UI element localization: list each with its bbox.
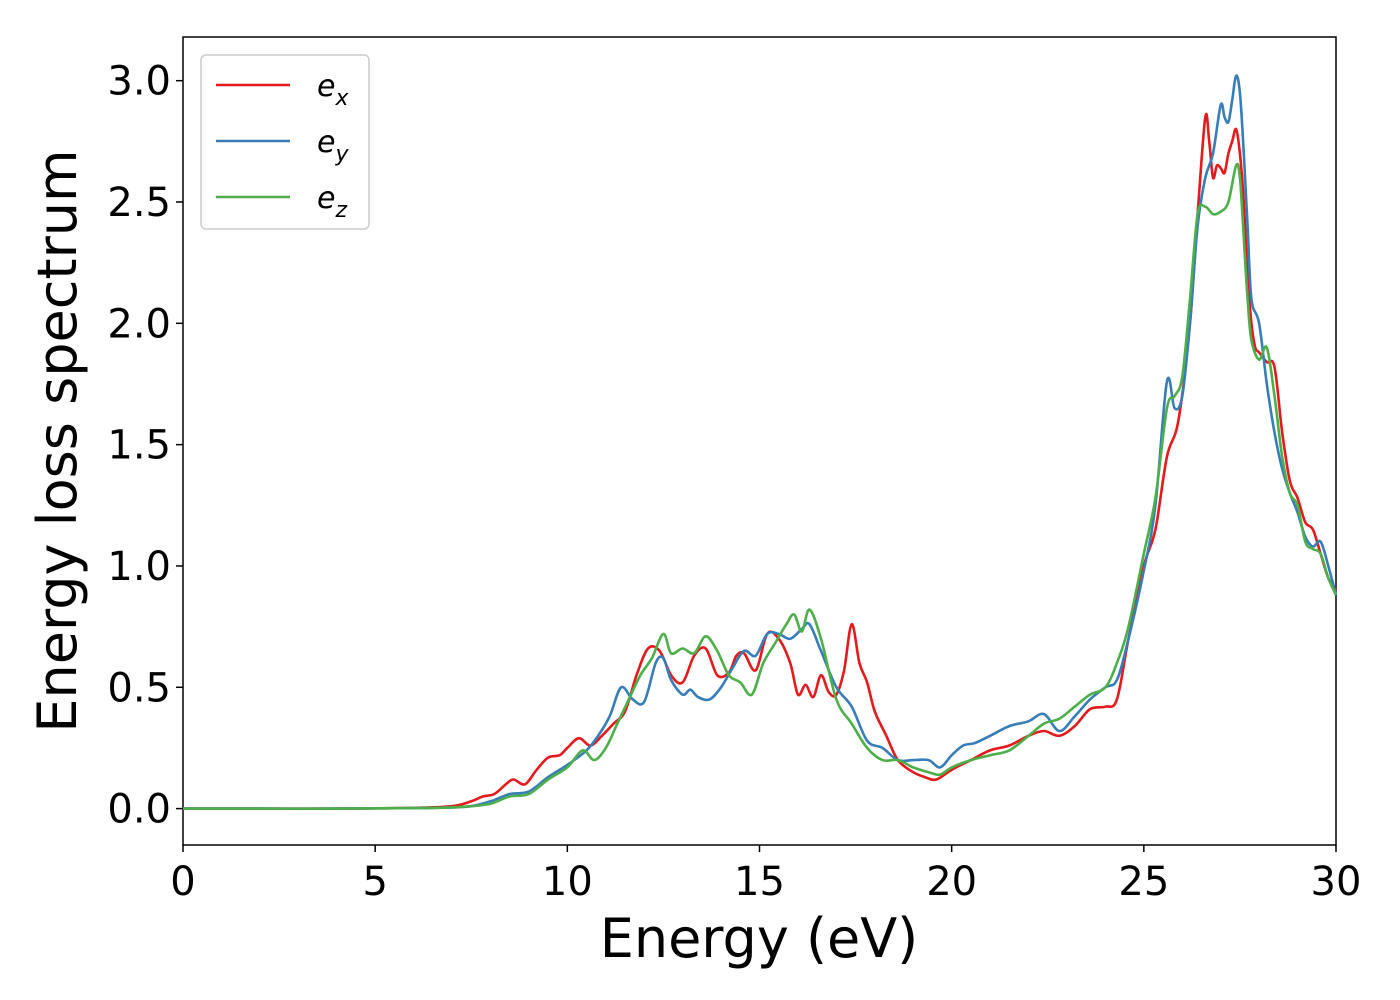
series-layer — [183, 74, 1338, 810]
x-axis: 0 5 10 15 20 25 30 — [170, 845, 1361, 905]
x-tick-label: 30 — [1311, 859, 1362, 905]
x-tick-label: 15 — [734, 859, 785, 905]
y-tick-label: 0.0 — [107, 787, 171, 833]
y-tick-label: 1.0 — [107, 544, 171, 590]
y-tick-label: 2.0 — [107, 301, 171, 347]
y-tick-label: 0.5 — [107, 665, 171, 711]
x-tick-label: 25 — [1118, 859, 1169, 905]
y-axis: 0.0 0.5 1.0 1.5 2.0 2.5 3.0 — [107, 59, 183, 833]
y-axis-title: Energy loss spectrum — [26, 149, 89, 732]
x-axis-title: Energy (eV) — [600, 907, 919, 970]
x-tick-label: 5 — [362, 859, 387, 905]
x-tick-label: 10 — [542, 859, 593, 905]
y-tick-label: 3.0 — [107, 59, 171, 105]
y-tick-label: 1.5 — [107, 423, 171, 469]
series-line-ez — [183, 162, 1338, 810]
series-line-ey — [183, 74, 1338, 810]
x-tick-label: 20 — [926, 859, 977, 905]
y-tick-label: 2.5 — [107, 180, 171, 226]
x-tick-label: 0 — [170, 859, 195, 905]
